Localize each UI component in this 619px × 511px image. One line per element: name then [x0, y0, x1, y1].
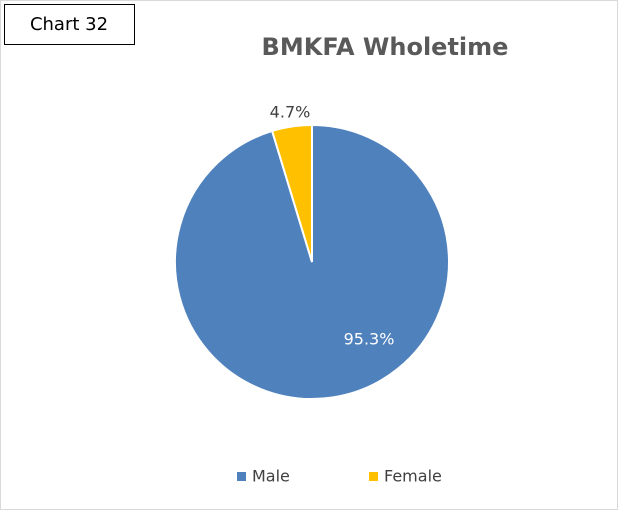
legend-label: Female	[384, 467, 442, 486]
pie-slice	[270, 123, 313, 263]
tag-box	[4, 4, 135, 45]
legend-swatch	[369, 472, 378, 481]
tag: Chart 32	[30, 14, 108, 35]
data-label: 95.3%	[344, 330, 395, 349]
data-label: 4.7%	[270, 103, 311, 122]
legend-swatch	[237, 472, 246, 481]
chart-title: BMKFA Wholetime	[262, 33, 509, 61]
legend-label: Male	[252, 467, 290, 486]
